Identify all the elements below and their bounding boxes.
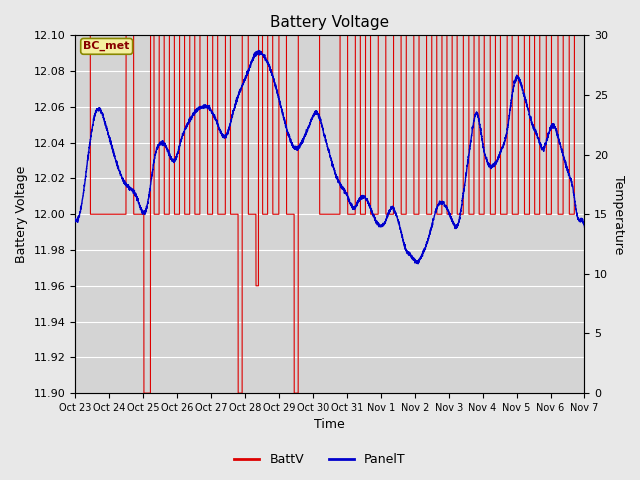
X-axis label: Time: Time [314,419,345,432]
Legend: BattV, PanelT: BattV, PanelT [229,448,411,471]
Title: Battery Voltage: Battery Voltage [270,15,389,30]
Y-axis label: Temperature: Temperature [612,175,625,254]
Text: BC_met: BC_met [83,41,130,51]
Y-axis label: Battery Voltage: Battery Voltage [15,166,28,263]
